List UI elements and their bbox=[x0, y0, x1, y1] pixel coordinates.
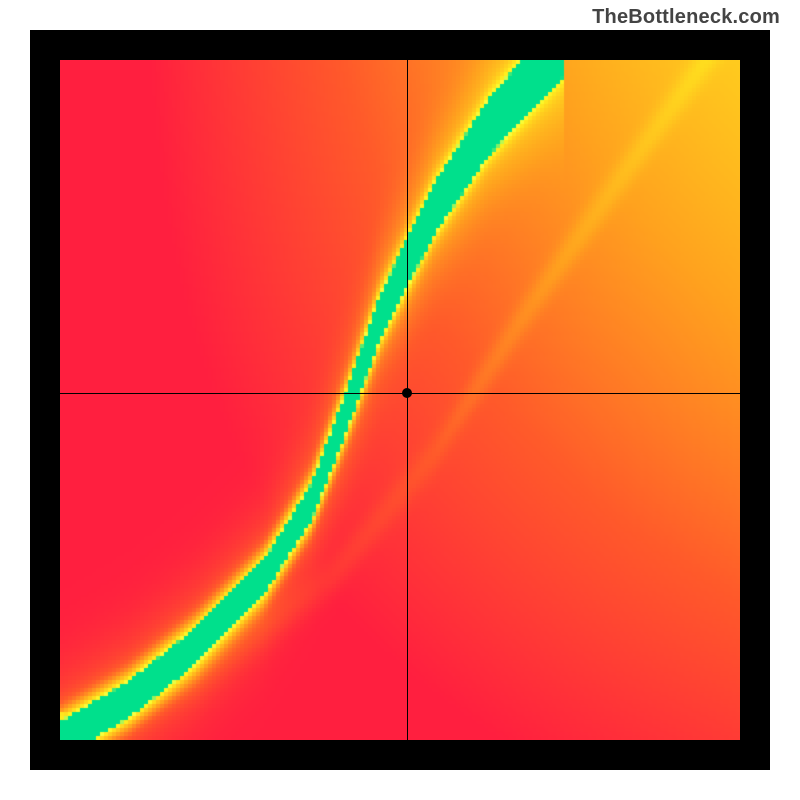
watermark-text: TheBottleneck.com bbox=[592, 6, 780, 29]
chart-container: TheBottleneck.com bbox=[0, 0, 800, 800]
crosshair-horizontal bbox=[60, 393, 740, 394]
marker-dot bbox=[402, 388, 412, 398]
plot-area bbox=[60, 60, 740, 740]
outer-black-frame bbox=[30, 30, 770, 770]
heatmap-canvas bbox=[60, 60, 740, 740]
crosshair-vertical bbox=[407, 60, 408, 740]
